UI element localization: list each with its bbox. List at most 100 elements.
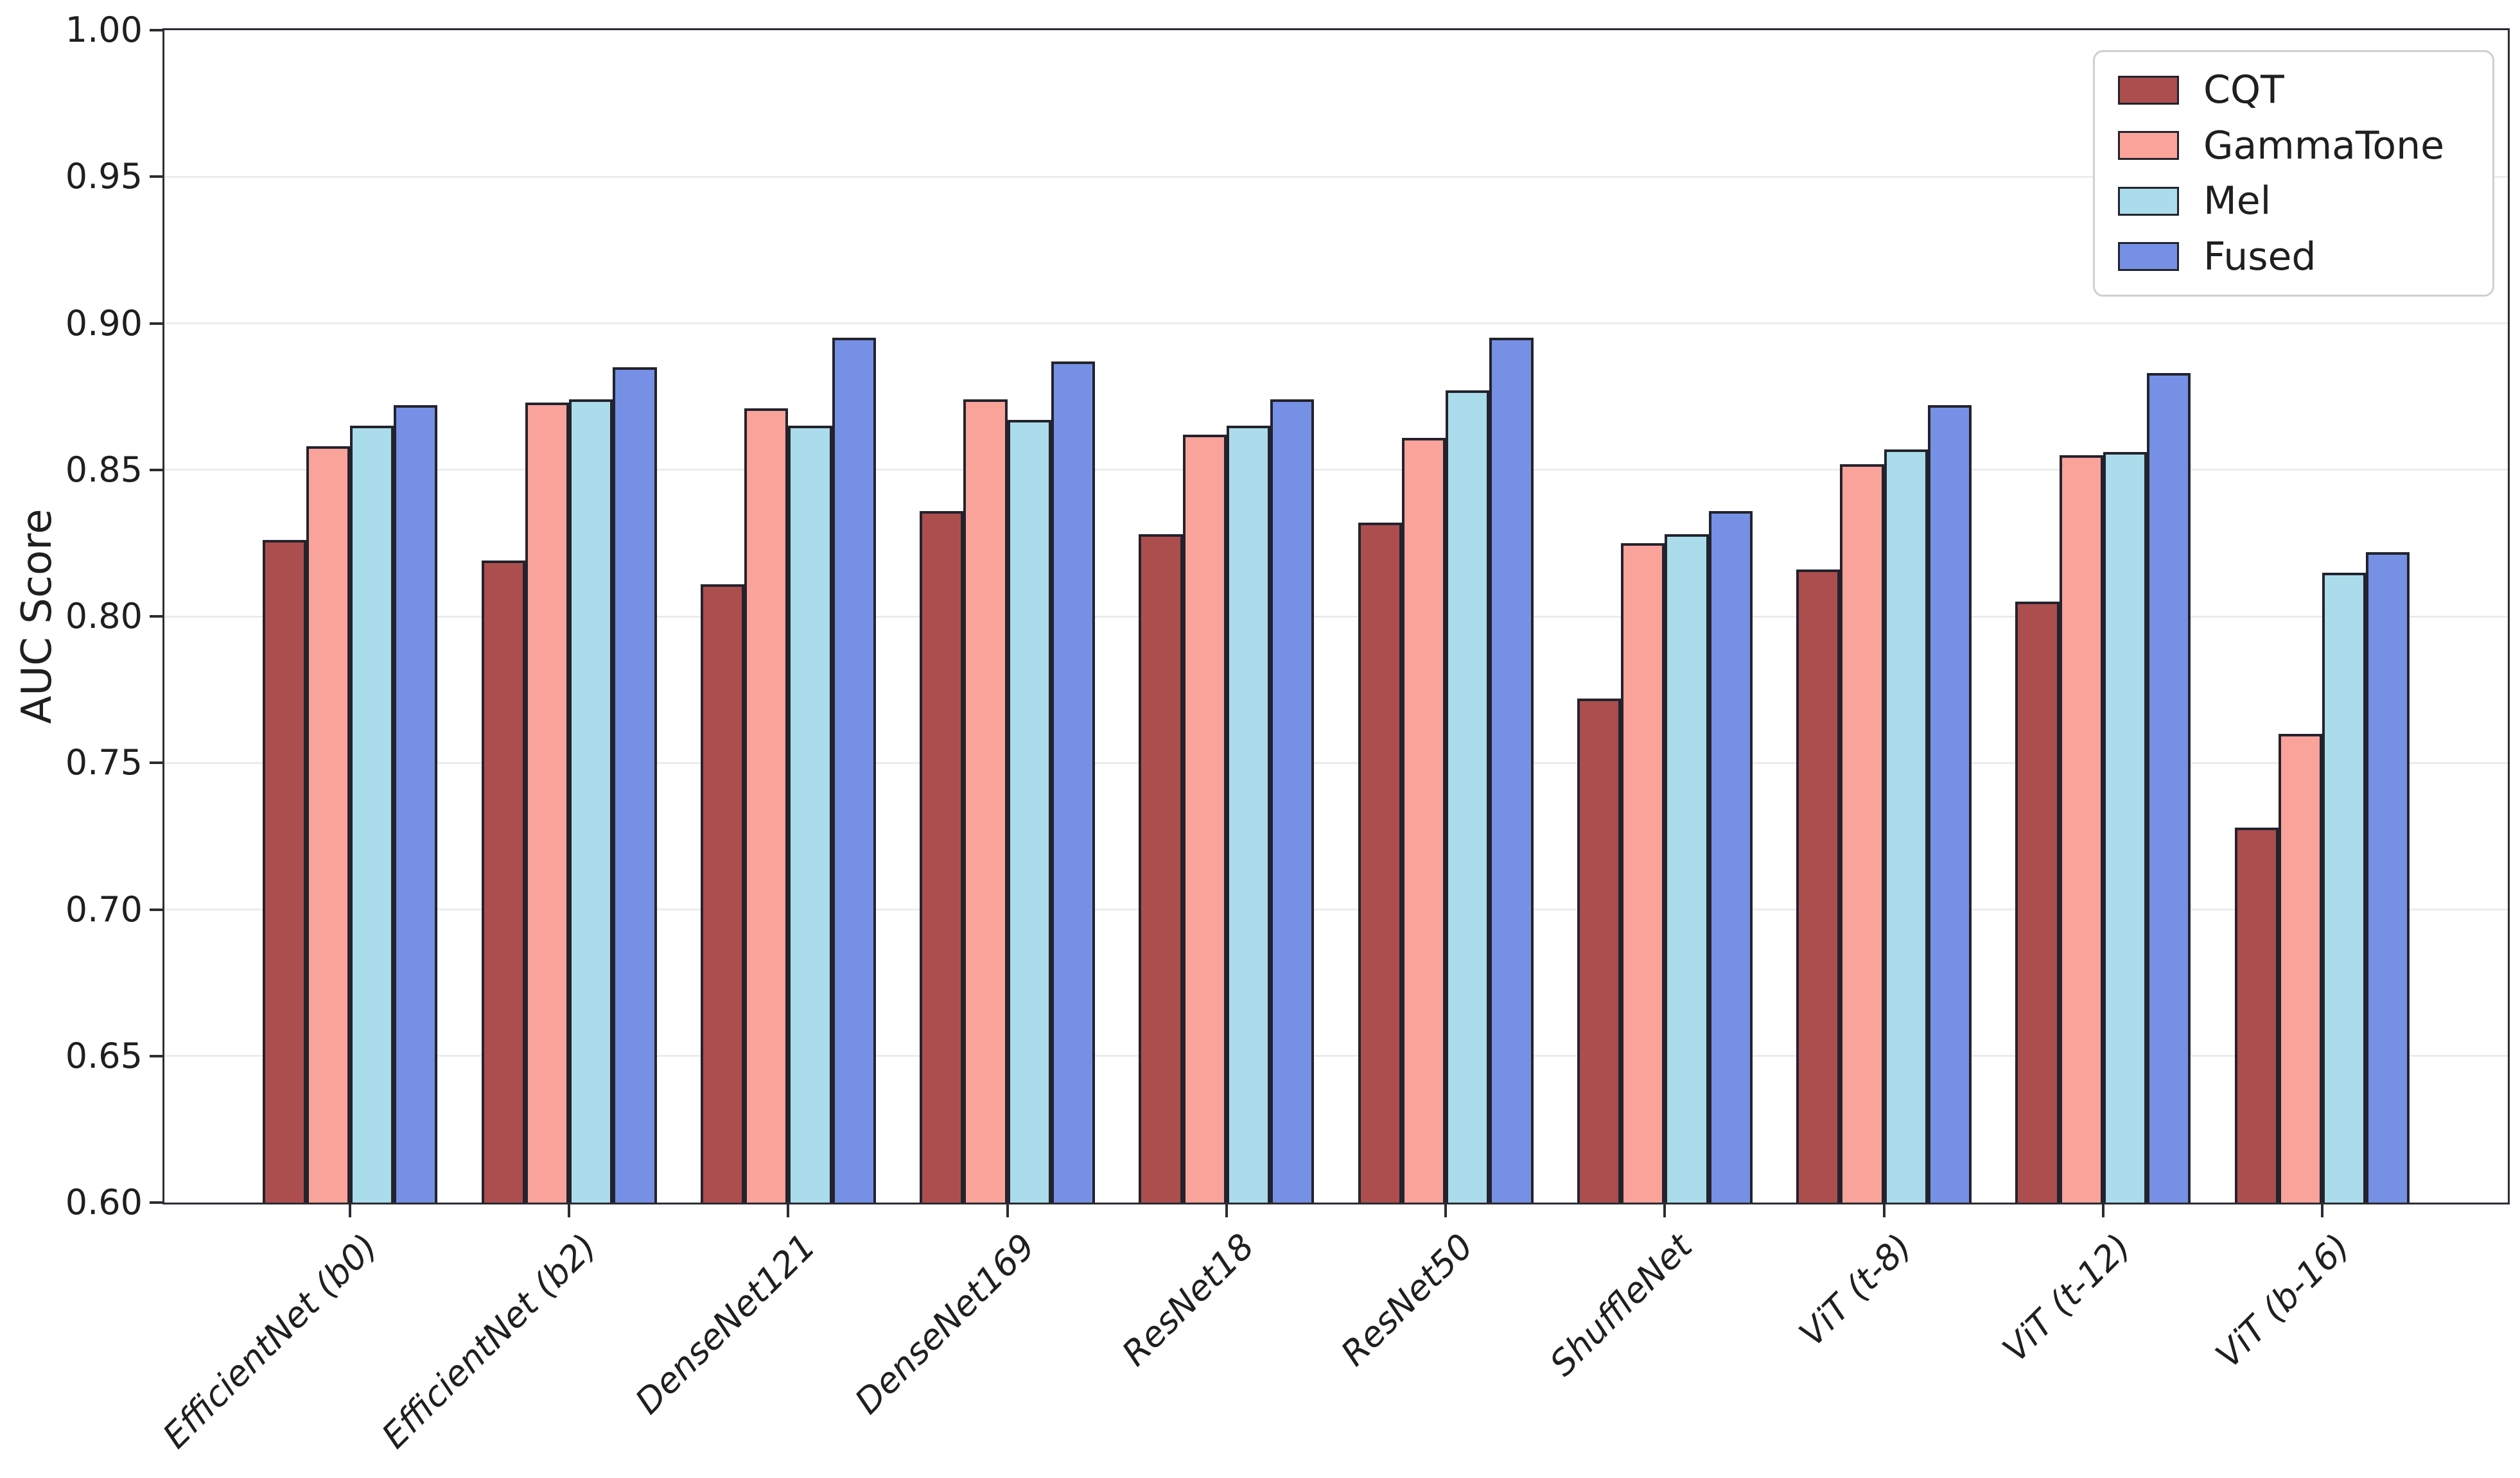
y-tick: [150, 29, 162, 31]
legend-label: Mel: [2203, 178, 2271, 224]
x-tick-label: ShuffleNet: [1542, 1226, 1701, 1384]
y-tick: [150, 615, 162, 618]
y-tick-label: 1.00: [65, 10, 143, 50]
bar: [1051, 361, 1096, 1203]
bar: [2278, 733, 2322, 1203]
bar: [350, 426, 394, 1203]
bar: [1796, 569, 1841, 1203]
x-tick-label: ViT (t-8): [1790, 1226, 1920, 1355]
y-axis-label: AUC Score: [13, 509, 61, 724]
y-gridline: [164, 761, 2508, 764]
y-tick-label: 0.80: [65, 596, 143, 636]
x-tick: [1006, 1204, 1009, 1217]
bar: [2234, 827, 2279, 1203]
x-tick: [349, 1204, 351, 1217]
legend-item: CQT: [2118, 71, 2486, 109]
bar: [481, 561, 525, 1203]
bar: [1270, 399, 1315, 1203]
bar: [306, 446, 350, 1203]
bar: [1007, 420, 1051, 1203]
y-tick: [150, 908, 162, 911]
bar: [1884, 449, 1928, 1203]
x-tick-label: DenseNet169: [846, 1226, 1043, 1422]
legend-label: GammaTone: [2203, 123, 2445, 168]
bar: [1927, 405, 1972, 1203]
legend-label: CQT: [2203, 67, 2284, 113]
bar: [1446, 390, 1490, 1203]
y-tick-label: 0.90: [65, 302, 143, 343]
y-gridline: [164, 615, 2508, 618]
bar: [525, 402, 570, 1203]
bar: [1358, 522, 1402, 1203]
legend-swatch-icon: [2118, 186, 2179, 216]
bar: [920, 510, 964, 1203]
y-gridline: [164, 1055, 2508, 1057]
bar: [1708, 510, 1753, 1203]
legend-swatch-icon: [2118, 131, 2179, 161]
x-tick: [2101, 1204, 2104, 1217]
bar: [2015, 602, 2060, 1203]
bar: [1226, 426, 1271, 1203]
bar: [2322, 572, 2367, 1203]
y-tick-label: 0.70: [65, 889, 143, 930]
bar: [1401, 437, 1446, 1203]
x-tick: [568, 1204, 571, 1217]
x-tick-label: EfficientNet (b0): [155, 1226, 386, 1457]
legend-label: Fused: [2203, 234, 2316, 279]
y-tick: [150, 1201, 162, 1204]
bar: [394, 405, 438, 1203]
y-tick-label: 0.75: [65, 742, 143, 783]
y-tick-label: 0.65: [65, 1035, 143, 1076]
bar: [262, 540, 306, 1203]
y-tick: [150, 468, 162, 471]
bar: [2103, 452, 2147, 1203]
x-tick: [787, 1204, 790, 1217]
y-gridline: [164, 909, 2508, 910]
y-gridline: [164, 322, 2508, 324]
x-tick-label: DenseNet121: [627, 1226, 824, 1422]
legend: CQT GammaTone Mel Fused: [2093, 50, 2494, 297]
bar: [569, 399, 613, 1203]
bar: [2059, 455, 2103, 1203]
y-tick: [150, 175, 162, 178]
y-tick: [150, 322, 162, 325]
x-tick-label: ResNet50: [1333, 1226, 1482, 1374]
bar: [2147, 373, 2191, 1203]
x-tick: [2321, 1204, 2323, 1217]
legend-item: Fused: [2118, 238, 2486, 276]
legend-item: GammaTone: [2118, 126, 2486, 165]
y-tick-label: 0.60: [65, 1182, 143, 1222]
y-tick-label: 0.85: [65, 449, 143, 490]
legend-item: Mel: [2118, 182, 2486, 220]
x-tick: [1663, 1204, 1667, 1217]
bar: [1621, 543, 1665, 1203]
legend-swatch-icon: [2118, 75, 2179, 105]
bar: [2366, 552, 2410, 1203]
bar: [788, 426, 832, 1203]
bar: [744, 408, 789, 1203]
x-tick-label: EfficientNet (b2): [374, 1226, 605, 1457]
y-gridline: [164, 469, 2508, 471]
bar: [1182, 434, 1227, 1203]
x-tick-label: ResNet18: [1114, 1226, 1262, 1374]
bar: [1577, 698, 1622, 1203]
y-tick: [150, 1054, 162, 1057]
bar: [1840, 464, 1884, 1203]
y-tick: [150, 761, 162, 765]
bar: [1665, 534, 1709, 1203]
x-tick-label: ViT (b-16): [2207, 1226, 2358, 1376]
x-tick: [1225, 1204, 1228, 1217]
bar: [963, 399, 1008, 1203]
bar: [613, 367, 657, 1203]
bar: [1139, 534, 1183, 1203]
bar: [832, 338, 876, 1203]
y-tick-label: 0.95: [65, 156, 143, 197]
x-tick: [1882, 1204, 1886, 1217]
bar: [1489, 338, 1534, 1203]
y-gridline: [164, 175, 2508, 178]
x-tick-label: ViT (t-12): [1994, 1226, 2139, 1370]
x-tick: [1444, 1204, 1448, 1217]
legend-swatch-icon: [2118, 242, 2179, 272]
